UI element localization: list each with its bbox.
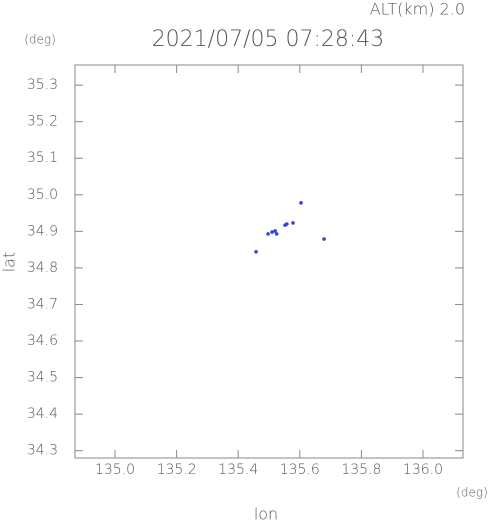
y-tick-label: 34.3 xyxy=(27,443,58,459)
echo-point xyxy=(285,222,289,226)
y-tick-label: 35.3 xyxy=(27,77,58,93)
echo-point xyxy=(273,229,277,233)
x-axis-label: lon xyxy=(254,505,278,521)
echo-point xyxy=(254,250,258,254)
plot-frame xyxy=(74,64,464,459)
x-tick-label: 136.0 xyxy=(403,462,443,478)
y-tick-label: 34.4 xyxy=(27,406,58,422)
altitude-label: ALT(km) 2.0 xyxy=(370,0,465,19)
echo-point xyxy=(291,221,295,225)
chart-title: 2021/07/05 07:28:43 xyxy=(152,27,385,52)
y-tick-label: 35.0 xyxy=(27,187,58,203)
y-tick-label: 34.9 xyxy=(27,223,58,239)
echo-point xyxy=(270,230,274,234)
y-unit: (deg) xyxy=(24,33,56,47)
x-tick-label: 135.2 xyxy=(157,462,197,478)
x-tick-label: 135.4 xyxy=(218,462,258,478)
echo-point xyxy=(266,232,270,236)
y-tick-label: 34.6 xyxy=(27,333,58,349)
x-tick-label: 135.0 xyxy=(95,462,135,478)
y-tick-label: 35.1 xyxy=(27,150,58,166)
x-unit: (deg) xyxy=(456,486,488,500)
echo-point xyxy=(274,232,279,236)
x-tick-label: 135.8 xyxy=(341,462,381,478)
y-axis-label: lat xyxy=(0,252,19,273)
echo-point xyxy=(322,237,326,241)
y-tick-label: 34.7 xyxy=(27,296,58,312)
x-tick-label: 135.6 xyxy=(280,462,320,478)
y-tick-label: 35.2 xyxy=(27,114,58,130)
y-tick-label: 34.8 xyxy=(27,260,58,276)
echo-point xyxy=(299,201,303,205)
y-tick-label: 34.5 xyxy=(27,370,58,386)
